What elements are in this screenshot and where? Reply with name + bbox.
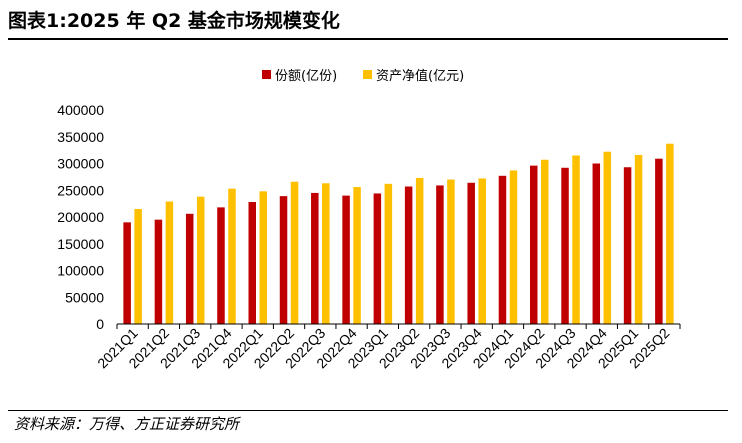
y-tick-label: 0: [96, 316, 104, 332]
bar-shares: [123, 222, 131, 324]
y-tick-label: 50000: [65, 289, 104, 305]
bar-net-assets: [134, 208, 142, 324]
y-tick-label: 400000: [57, 102, 104, 118]
bar-shares: [561, 167, 569, 324]
title-divider: [8, 38, 728, 40]
source-note: 资料来源：万得、方正证券研究所: [14, 415, 240, 433]
bar-shares: [373, 193, 382, 324]
bar-shares: [655, 158, 663, 324]
y-tick-label: 350000: [57, 129, 104, 145]
chart-legend: 份额(亿份) 资产净值(亿元): [262, 68, 464, 84]
legend-label-net-assets: 资产净值(亿元): [376, 68, 464, 84]
legend-swatch-shares: [262, 70, 271, 79]
legend-label-shares: 份额(亿份): [275, 69, 337, 84]
bar-net-assets: [447, 179, 455, 324]
bar-shares: [530, 165, 538, 324]
bar-net-assets: [509, 170, 518, 324]
bar-net-assets: [259, 191, 267, 324]
y-tick-label: 100000: [57, 263, 104, 279]
bar-shares: [217, 207, 225, 324]
bar-shares: [342, 195, 350, 324]
bar-net-assets: [572, 155, 580, 324]
y-tick-label: 300000: [57, 156, 104, 172]
bar-net-assets: [228, 188, 236, 324]
bar-shares: [436, 185, 444, 324]
bar-net-assets: [541, 159, 549, 324]
bar-net-assets: [165, 201, 174, 324]
y-tick-label: 250000: [57, 182, 104, 198]
bar-net-assets: [666, 143, 674, 324]
bar-shares: [404, 186, 413, 324]
x-axis: 2021Q12021Q22021Q32021Q42022Q12022Q22022…: [94, 323, 681, 371]
bar-shares: [248, 202, 256, 324]
bar-net-assets: [634, 154, 643, 324]
y-axis: 0 50000 100000 150000 200000 250000 300000 3500…: [57, 102, 104, 332]
legend-swatch-net-assets: [363, 70, 372, 79]
source-divider: [8, 410, 728, 411]
bar-shares: [623, 167, 632, 324]
bar-net-assets: [322, 183, 330, 324]
bar-shares: [279, 196, 288, 324]
bar-net-assets: [196, 196, 205, 324]
chart-title: 图表1:2025 年 Q2 基金市场规模变化: [8, 10, 340, 32]
bars-layer: [123, 143, 674, 324]
bar-shares: [498, 175, 507, 324]
bar-shares: [185, 213, 194, 324]
bar-net-assets: [415, 177, 424, 324]
bar-shares: [592, 163, 601, 324]
bar-shares: [467, 182, 475, 324]
bar-shares: [311, 192, 319, 324]
y-tick-label: 150000: [57, 236, 104, 252]
bar-net-assets: [384, 183, 393, 324]
bar-shares: [154, 219, 163, 324]
bar-net-assets: [478, 178, 486, 324]
bar-net-assets: [290, 181, 299, 324]
y-tick-label: 200000: [57, 209, 104, 225]
bar-net-assets: [353, 187, 361, 324]
bar-net-assets: [603, 151, 612, 324]
